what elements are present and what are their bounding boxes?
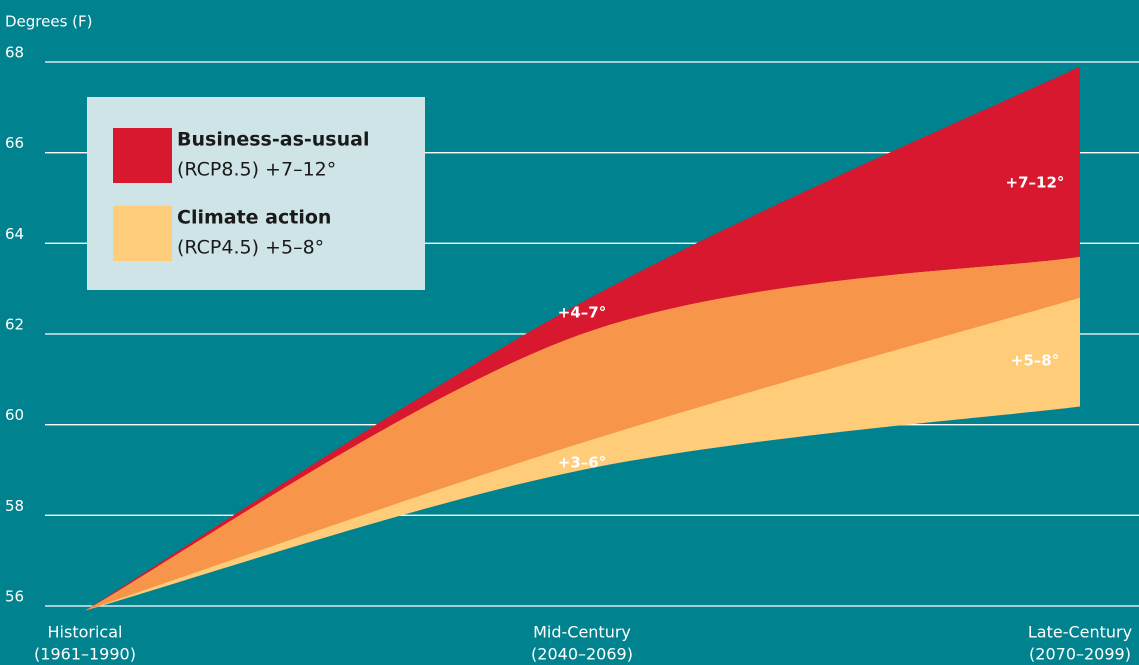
legend: Business-as-usual (RCP8.5) +7–12° Climate … [87,97,425,290]
band-annotation: +5–8° [1011,352,1059,370]
x-tick-label: Historical [48,623,123,642]
overlap-band [85,256,1080,611]
x-tick-period: (2040–2069) [531,645,633,664]
y-tick-label: 60 [5,406,24,424]
x-tick-period: (2070–2099) [1029,645,1131,664]
band-annotation: +7–12° [1006,174,1065,192]
band-annotation: +4–7° [558,304,606,322]
legend-label: Climate action [177,207,331,229]
x-tick-period: (1961–1990) [34,645,136,664]
y-axis-label: Degrees (F) [5,13,93,31]
x-tick-label: Late-Century [1028,623,1132,642]
legend-detail: (RCP4.5) +5–8° [177,237,324,259]
bands [85,66,1080,611]
y-tick-label: 68 [5,44,24,62]
legend-box [87,97,425,290]
legend-detail: (RCP8.5) +7–12° [177,159,336,181]
y-tick-label: 58 [5,497,24,515]
legend-swatch [113,128,172,183]
x-tick-label: Mid-Century [533,623,631,642]
legend-swatch [113,206,172,261]
band-annotation: +3–6° [558,454,606,472]
y-tick-label: 62 [5,316,24,334]
y-tick-label: 66 [5,134,24,152]
y-tick-label: 64 [5,225,24,243]
y-tick-label: 56 [5,588,24,606]
legend-label: Business-as-usual [177,129,369,151]
labels: +4–7° +3–6° +7–12° +5–8° [558,174,1065,472]
